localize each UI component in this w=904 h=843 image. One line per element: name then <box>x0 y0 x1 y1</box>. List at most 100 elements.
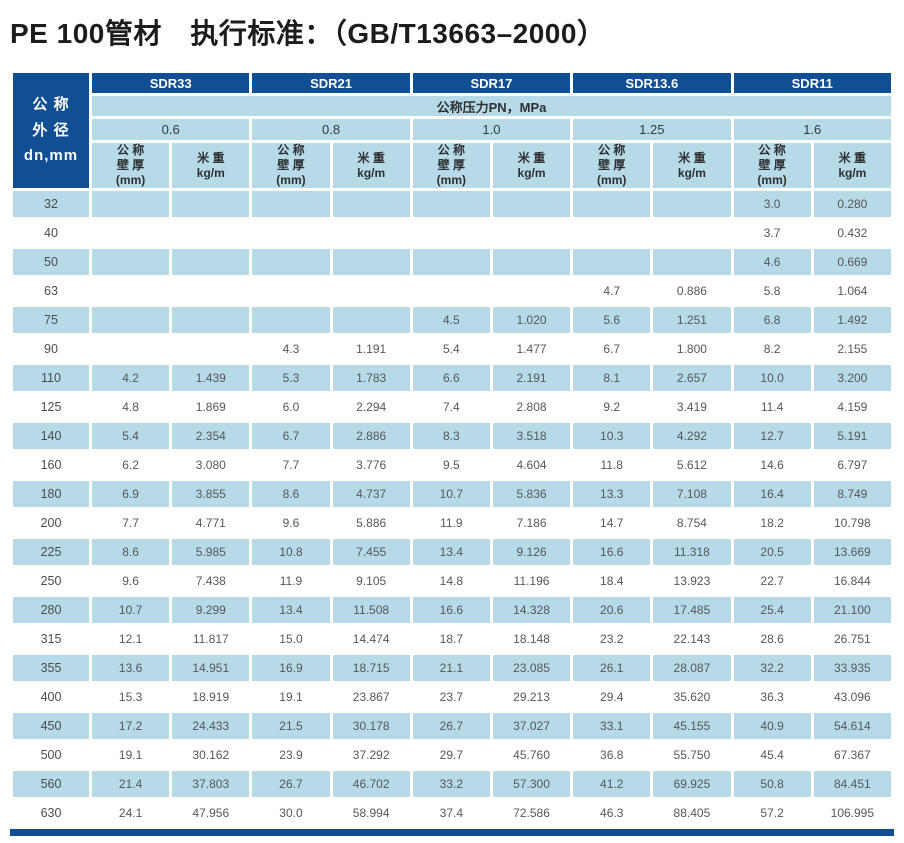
pressure-label: 公称压力PN，MPa <box>92 96 891 116</box>
wall-thickness-cell: 14.6 <box>760 458 784 472</box>
meter-weight-cell: 4.292 <box>653 423 731 449</box>
meter-weight-cell <box>493 278 570 304</box>
sdr11-header: SDR11 <box>733 73 891 93</box>
wall-thickness-cell: 18.4 <box>600 574 624 588</box>
dn-value: 63 <box>44 284 58 298</box>
meter-weight-cell: 24.433 <box>172 713 250 739</box>
weight-col-header: 米 重 kg/m <box>492 143 571 188</box>
pn-value-0-6: 0.6 <box>92 119 250 140</box>
meter-weight-cell: 30.162 <box>192 748 230 762</box>
wall-thickness-cell: 16.6 <box>412 597 490 623</box>
meter-weight-cell <box>493 220 570 246</box>
meter-weight-cell: 22.143 <box>673 632 711 646</box>
table-area: 公 称 外 径 dn,mm SDR33 SDR21 SDR17 SDR13.6 … <box>10 70 894 836</box>
wall-thickness-cell: 23.2 <box>600 632 624 646</box>
wall-thickness-cell: 8.6 <box>252 481 330 507</box>
meter-weight-cell: 1.869 <box>195 400 226 414</box>
table-row: 450 17.2 24.433 21.5 30.178 26.7 37.027 33.1 45.… <box>13 713 891 739</box>
wall-thickness-cell: 13.3 <box>573 481 651 507</box>
meter-weight-cell: 88.405 <box>673 806 711 820</box>
meter-weight-cell: 5.191 <box>813 423 891 449</box>
wall-thickness-cell: 37.4 <box>439 806 464 820</box>
wall-thickness-cell <box>92 220 169 246</box>
dn-value: 280 <box>13 597 89 623</box>
thickness-col-header: 公 称 壁 厚 (mm) <box>412 143 490 188</box>
wall-thickness-cell: 7.7 <box>282 458 300 472</box>
table-row: 160 6.2 3.080 7.7 3.776 9.5 4.604 11.8 5.612 14.6… <box>13 452 891 478</box>
wall-thickness-cell: 4.3 <box>282 342 300 356</box>
table-row: 125 4.8 1.869 6.0 2.294 7.4 2.808 9.2 3.419 11.4 4… <box>13 394 891 420</box>
meter-weight-cell: 5.612 <box>676 458 707 472</box>
meter-weight-cell: 84.451 <box>813 771 891 797</box>
wall-thickness-cell: 36.3 <box>760 690 784 704</box>
table-row: 225 8.6 5.985 10.8 7.455 13.4 9.126 16.6 11.318 2… <box>13 539 891 565</box>
table-row: 560 21.4 37.803 26.7 46.702 33.2 57.300 41.2 69.… <box>13 771 891 797</box>
wall-thickness-cell: 11.9 <box>440 516 463 530</box>
wall-thickness-cell <box>573 249 651 275</box>
wall-thickness-cell: 23.7 <box>439 690 464 704</box>
meter-weight-cell <box>333 278 410 304</box>
wall-thickness-cell: 19.1 <box>279 690 303 704</box>
table-row: 90 4.3 1.191 5.4 1.477 6.7 1.800 8.2 2.155 <box>13 336 891 362</box>
wall-thickness-cell: 18.2 <box>760 516 784 530</box>
wall-thickness-cell: 17.2 <box>92 713 170 739</box>
table-row: 32 3.0 0.280 <box>13 191 891 217</box>
meter-weight-cell: 2.657 <box>653 365 731 391</box>
wall-thickness-cell: 4.2 <box>92 365 170 391</box>
meter-weight-cell: 45.760 <box>513 748 550 762</box>
dn-value: 32 <box>13 191 89 217</box>
meter-weight-cell: 8.754 <box>676 516 707 530</box>
meter-weight-cell: 14.474 <box>352 632 390 646</box>
pn-value-0-8: 0.8 <box>252 119 410 140</box>
meter-weight-cell: 45.155 <box>653 713 731 739</box>
meter-weight-cell: 9.299 <box>172 597 250 623</box>
meter-weight-cell: 1.783 <box>332 365 410 391</box>
sdr21-header: SDR21 <box>252 73 410 93</box>
pipe-spec-table: 公 称 外 径 dn,mm SDR33 SDR21 SDR17 SDR13.6 … <box>10 70 894 829</box>
wall-thickness-cell <box>92 278 169 304</box>
meter-weight-cell: 11.508 <box>332 597 410 623</box>
table-row: 280 10.7 9.299 13.4 11.508 16.6 14.328 20.6 17.4… <box>13 597 891 623</box>
wall-thickness-cell: 9.6 <box>282 516 300 530</box>
meter-weight-cell: 2.191 <box>492 365 571 391</box>
sdr17-header: SDR17 <box>412 73 571 93</box>
wall-thickness-cell: 7.7 <box>122 516 139 530</box>
wall-thickness-cell: 4.6 <box>733 249 811 275</box>
wall-thickness-cell: 33.2 <box>412 771 490 797</box>
meter-weight-cell: 1.251 <box>653 307 731 333</box>
meter-weight-cell: 7.455 <box>332 539 410 565</box>
meter-weight-cell <box>172 278 249 304</box>
column-headers-row: 公 称 壁 厚 (mm) 米 重 kg/m 公 称 壁 厚 (mm) 米 重 kg/m… <box>13 143 891 188</box>
dn-value: 355 <box>13 655 89 681</box>
meter-weight-cell: 18.715 <box>332 655 410 681</box>
meter-weight-cell: 18.148 <box>513 632 550 646</box>
wall-thickness-cell: 5.6 <box>573 307 651 333</box>
wall-thickness-cell: 20.5 <box>733 539 811 565</box>
wall-thickness-cell: 9.2 <box>603 400 621 414</box>
meter-weight-cell: 46.702 <box>332 771 410 797</box>
meter-weight-cell: 8.749 <box>813 481 891 507</box>
meter-weight-cell: 1.191 <box>356 342 387 356</box>
wall-thickness-cell: 11.4 <box>760 400 784 414</box>
wall-thickness-cell: 10.8 <box>252 539 330 565</box>
meter-weight-cell: 5.836 <box>492 481 571 507</box>
dn-value: 50 <box>13 249 89 275</box>
pressure-values-row: 0.6 0.8 1.0 1.25 1.6 <box>13 119 891 140</box>
wall-thickness-cell: 5.4 <box>443 342 460 356</box>
thickness-col-header: 公 称 壁 厚 (mm) <box>733 143 811 188</box>
wall-thickness-cell: 10.7 <box>92 597 170 623</box>
wall-thickness-cell: 10.7 <box>412 481 490 507</box>
wall-thickness-cell: 30.0 <box>279 806 303 820</box>
meter-weight-cell: 1.020 <box>492 307 571 333</box>
meter-weight-cell <box>172 220 249 246</box>
pn-value-1-0: 1.0 <box>412 119 571 140</box>
wall-thickness-cell: 9.5 <box>443 458 460 472</box>
wall-thickness-cell <box>252 249 330 275</box>
meter-weight-cell: 18.919 <box>192 690 230 704</box>
wall-thickness-cell: 12.7 <box>733 423 811 449</box>
meter-weight-cell: 17.485 <box>653 597 731 623</box>
meter-weight-cell: 55.750 <box>673 748 711 762</box>
wall-thickness-cell <box>573 220 650 246</box>
meter-weight-cell <box>172 307 250 333</box>
thickness-col-header: 公 称 壁 厚 (mm) <box>252 143 330 188</box>
